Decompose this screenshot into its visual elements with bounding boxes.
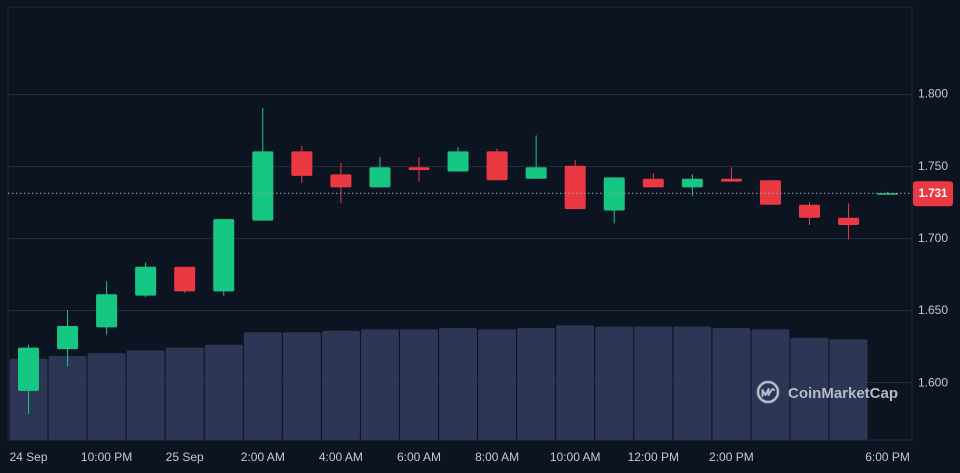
price-tick-label-1: 1.650 [918, 303, 948, 317]
time-tick-label-4: 4:00 AM [319, 450, 363, 464]
volume-bar-19 [751, 329, 790, 440]
candle-7 [291, 145, 313, 184]
candle-body-5 [213, 219, 235, 292]
price-tick-label-4: 1.800 [918, 87, 948, 101]
candle-6 [252, 108, 274, 221]
candle-body-6 [252, 151, 274, 221]
time-tick-label-10: 6:00 PM [865, 450, 910, 464]
current-price-label-bg [913, 181, 953, 207]
time-tick-label-3: 2:00 AM [241, 450, 285, 464]
candle-20 [799, 201, 820, 225]
current-price-label: 1.731 [913, 181, 953, 207]
volume-bar-1 [48, 356, 87, 440]
candle-body-18 [720, 178, 742, 182]
current-price-value: 1.731 [919, 188, 948, 200]
time-tick-label-8: 12:00 PM [628, 450, 679, 464]
candle-body-8 [330, 174, 352, 188]
volume-bar-13 [517, 328, 556, 440]
volume-bar-20 [790, 337, 829, 440]
volume-bar-17 [673, 326, 712, 440]
candle-5 [213, 219, 235, 296]
candle-11 [447, 147, 469, 172]
candle-2 [96, 281, 118, 335]
time-tick-label-0: 24 Sep [9, 450, 47, 464]
candle-body-20 [799, 204, 820, 218]
candle-body-11 [447, 151, 469, 172]
candle-15 [603, 177, 625, 224]
volume-bar-8 [321, 330, 360, 440]
volume-bar-14 [556, 325, 595, 440]
volume-bar-16 [634, 326, 673, 440]
time-tick-label-9: 2:00 PM [709, 450, 754, 464]
candle-body-12 [486, 151, 508, 181]
candle-18 [720, 167, 742, 182]
candle-body-4 [174, 266, 196, 292]
candle-1 [57, 310, 79, 367]
candle-9 [369, 157, 391, 188]
coinmarketcap-logo-icon [756, 380, 780, 404]
candle-body-14 [564, 165, 586, 210]
candle-body-21 [838, 217, 860, 225]
time-axis: 24 Sep 10:00 PM 25 Sep 2:00 AM 4:00 AM 6:00 A… [9, 450, 909, 464]
candle-body-15 [603, 177, 625, 211]
candle-body-10 [408, 167, 430, 171]
candle-0 [18, 344, 39, 415]
volume-bar-11 [439, 328, 478, 440]
volume-bar-7 [282, 332, 321, 440]
time-tick-label-2: 25 Sep [166, 450, 204, 464]
candle-body-19 [759, 180, 781, 205]
brand-name: CoinMarketCap [788, 385, 898, 402]
time-tick-label-1: 10:00 PM [81, 450, 132, 464]
candle-body-9 [369, 167, 391, 188]
candle-3 [135, 262, 157, 298]
price-tick-label-2: 1.700 [918, 231, 948, 245]
candle-body-3 [135, 266, 157, 296]
volume-bar-4 [165, 347, 204, 440]
candles [18, 108, 899, 415]
candle-body-0 [18, 347, 39, 391]
volume-bar-10 [400, 329, 438, 440]
candle-4 [174, 266, 196, 293]
price-tick-label-3: 1.750 [918, 159, 948, 173]
price-axis: 1.600 1.650 1.700 1.750 1.800 [918, 87, 948, 390]
candle-17 [681, 174, 703, 197]
candle-12 [486, 148, 508, 181]
volume-bar-15 [595, 326, 634, 440]
time-tick-label-7: 10:00 AM [550, 450, 601, 464]
volume-bar-3 [126, 350, 165, 440]
candle-10 [408, 157, 430, 182]
candle-body-13 [525, 167, 547, 179]
volume-bar-9 [360, 329, 399, 440]
candle-body-7 [291, 151, 313, 176]
candle-body-2 [96, 294, 118, 328]
volume-bar-18 [712, 328, 751, 440]
volume-bar-5 [204, 344, 243, 440]
volume-bar-2 [87, 353, 126, 440]
candle-19 [759, 180, 781, 205]
candle-body-17 [681, 178, 703, 188]
volume-bar-6 [243, 332, 282, 440]
time-tick-label-5: 6:00 AM [397, 450, 441, 464]
time-tick-label-6: 8:00 AM [475, 450, 519, 464]
candle-body-16 [642, 178, 664, 188]
current-price-line: 1.731 [8, 181, 953, 207]
candle-14 [564, 159, 586, 210]
candle-body-1 [57, 325, 79, 350]
candle-8 [330, 162, 352, 204]
volume-bar-12 [478, 329, 517, 440]
candle-13 [525, 135, 547, 179]
candle-16 [642, 172, 664, 188]
brand-watermark: CoinMarketCap [756, 380, 898, 404]
volume-bar-21 [829, 339, 868, 440]
candle-21 [838, 203, 860, 240]
volume-bars [9, 325, 868, 440]
price-tick-label-0: 1.600 [918, 375, 948, 389]
